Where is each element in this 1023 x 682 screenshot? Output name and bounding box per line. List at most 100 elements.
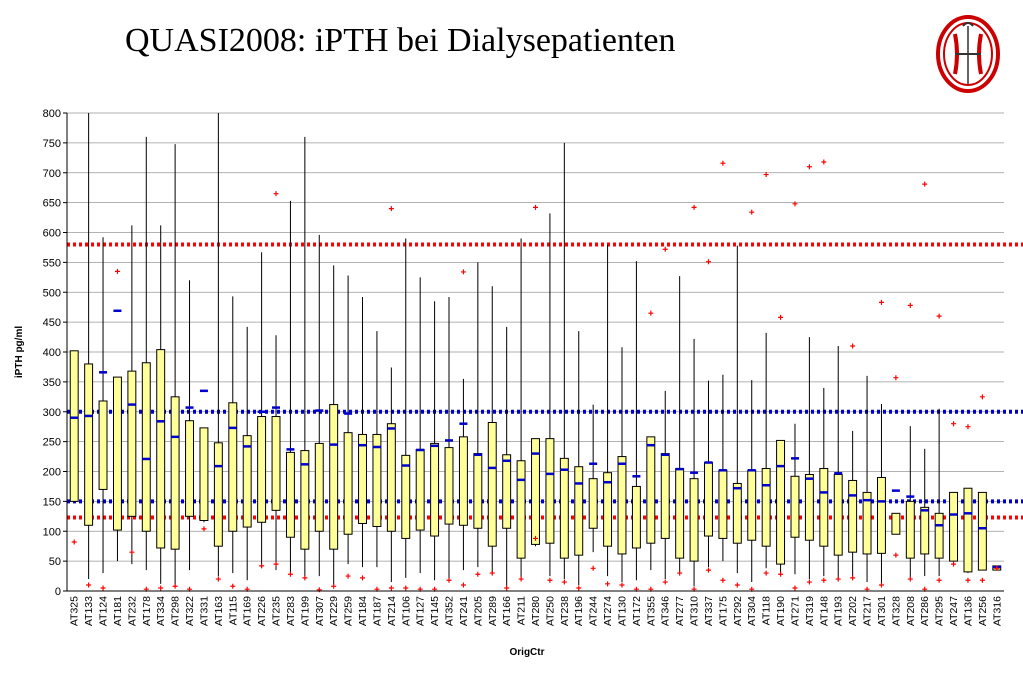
outlier-marker — [951, 421, 957, 427]
x-tick-label: AT169 — [242, 596, 254, 626]
outlier-marker — [749, 209, 755, 215]
box-AT247 — [949, 421, 959, 567]
box-AT163 — [213, 113, 223, 582]
x-tick-label: AT181 — [112, 596, 124, 626]
outlier-marker — [778, 314, 784, 320]
outlier-marker — [533, 535, 538, 541]
box-body — [920, 506, 930, 555]
x-tick-label: AT115 — [227, 596, 239, 626]
x-tick-label: AT145 — [429, 596, 441, 626]
x-tick-label: AT250 — [544, 596, 556, 626]
box-body — [574, 466, 584, 556]
outlier-marker — [287, 571, 293, 577]
box-AT217 — [862, 375, 872, 592]
outlier-marker — [590, 565, 596, 571]
outlier-marker — [230, 583, 236, 589]
box-AT256 — [977, 394, 987, 583]
box-body — [170, 396, 180, 550]
boxes — [69, 113, 1002, 593]
box-AT241 — [458, 269, 468, 588]
x-tick-label: AT298 — [170, 596, 182, 626]
box-body — [156, 349, 166, 549]
y-tick-label: 0 — [55, 586, 61, 598]
outlier-marker — [172, 583, 178, 589]
box-AT289 — [487, 286, 497, 576]
x-tick-label: AT184 — [357, 596, 369, 626]
outlier-marker — [533, 204, 538, 210]
box-AT352 — [444, 297, 454, 583]
box-body — [401, 454, 411, 539]
x-tick-label: AT346 — [660, 596, 672, 626]
y-tick-label: 650 — [43, 198, 61, 210]
outlier-marker — [979, 394, 985, 400]
x-tick-label: AT229 — [328, 596, 340, 626]
box-AT208 — [905, 302, 915, 582]
y-tick-label: 50 — [49, 556, 61, 568]
outlier-marker — [114, 268, 120, 274]
box-AT304 — [747, 209, 757, 592]
outlier-marker — [345, 573, 351, 579]
coat-of-arms-logo — [936, 15, 1000, 93]
box-body — [343, 432, 353, 535]
outlier-marker — [331, 583, 337, 589]
x-tick-label: AT118 — [761, 596, 773, 626]
box-AT322 — [185, 280, 194, 592]
reference-lines — [67, 242, 1023, 520]
box-AT283 — [285, 200, 295, 577]
x-tick-label: AT328 — [890, 596, 902, 626]
box-AT325 — [69, 350, 79, 545]
x-tick-label: AT235 — [271, 596, 283, 626]
box-AT172 — [631, 261, 641, 592]
x-tick-label: AT199 — [299, 596, 311, 626]
outlier-marker — [388, 206, 394, 212]
x-tick-label: AT316 — [991, 596, 1003, 626]
box-body — [415, 448, 425, 531]
box-AT196 — [574, 331, 584, 591]
box-body — [98, 400, 108, 490]
x-tick-label: AT190 — [775, 596, 787, 626]
box-AT184 — [358, 297, 367, 581]
box-body — [185, 420, 194, 517]
x-tick-label: AT280 — [530, 596, 542, 626]
box-AT130 — [617, 347, 627, 588]
x-axis-label: OrigCtr — [510, 647, 545, 658]
x-tick-label: AT163 — [213, 596, 225, 626]
box-body — [732, 482, 742, 544]
x-tick-label: AT196 — [573, 596, 585, 626]
box-AT307 — [314, 234, 324, 593]
x-tick-label: AT130 — [616, 596, 628, 626]
box-body — [271, 416, 281, 511]
box-AT148 — [819, 159, 829, 583]
box-body — [314, 442, 324, 532]
box-AT214 — [386, 206, 396, 591]
x-tick-label: AT208 — [905, 596, 917, 626]
box-body — [660, 453, 670, 539]
x-tick-label: AT202 — [847, 596, 859, 626]
x-tick-label: AT292 — [732, 596, 744, 626]
x-tick-label: AT352 — [444, 596, 456, 626]
box-body — [358, 433, 367, 524]
box-body — [487, 422, 497, 547]
box-AT274 — [603, 244, 613, 587]
outlier-marker — [922, 181, 928, 187]
box-AT205 — [473, 262, 483, 577]
outlier-marker — [360, 575, 366, 581]
box-body — [804, 473, 814, 541]
outlier-marker — [605, 581, 611, 587]
outlier-marker — [129, 549, 135, 555]
box-AT169 — [242, 326, 252, 592]
box-body — [819, 468, 829, 547]
outlier-marker — [979, 577, 985, 583]
x-tick-label: AT283 — [285, 596, 297, 626]
outlier-marker — [576, 585, 582, 591]
box-AT331 — [199, 389, 209, 532]
x-tick-label: AT310 — [689, 596, 701, 626]
box-AT271 — [790, 201, 800, 591]
box-AT334 — [156, 225, 166, 591]
x-tick-label: AT205 — [472, 596, 484, 626]
box-AT187 — [372, 331, 382, 592]
y-tick-label: 750 — [43, 138, 61, 150]
outlier-marker — [259, 563, 265, 569]
box-AT259 — [343, 275, 353, 579]
y-tick-label: 300 — [43, 407, 61, 419]
